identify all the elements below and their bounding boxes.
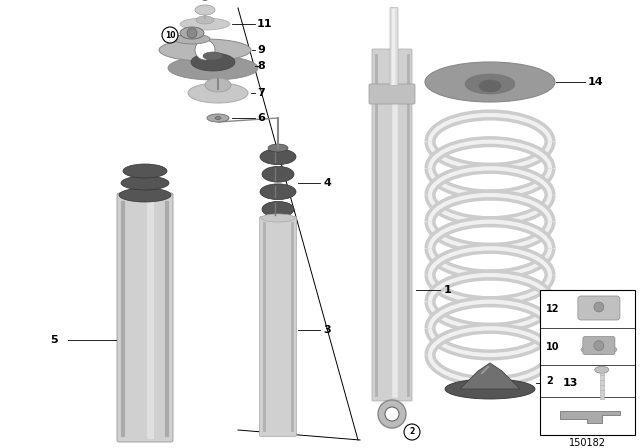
Text: 6: 6 bbox=[257, 113, 265, 123]
Ellipse shape bbox=[581, 345, 617, 354]
Circle shape bbox=[162, 27, 178, 43]
Circle shape bbox=[594, 340, 604, 350]
Ellipse shape bbox=[205, 78, 231, 92]
FancyBboxPatch shape bbox=[390, 8, 398, 86]
FancyBboxPatch shape bbox=[372, 49, 412, 401]
Ellipse shape bbox=[159, 39, 251, 61]
Circle shape bbox=[187, 28, 197, 38]
Text: 12: 12 bbox=[546, 304, 559, 314]
Ellipse shape bbox=[191, 53, 235, 71]
Text: 3: 3 bbox=[323, 325, 331, 335]
Ellipse shape bbox=[260, 149, 296, 164]
Ellipse shape bbox=[188, 83, 248, 103]
Ellipse shape bbox=[260, 184, 296, 200]
Circle shape bbox=[404, 424, 420, 440]
Text: 10: 10 bbox=[164, 30, 175, 39]
Circle shape bbox=[378, 400, 406, 428]
FancyBboxPatch shape bbox=[259, 216, 296, 436]
Ellipse shape bbox=[465, 74, 515, 94]
Ellipse shape bbox=[119, 188, 171, 202]
FancyBboxPatch shape bbox=[583, 336, 615, 354]
Text: 5: 5 bbox=[50, 335, 58, 345]
Text: 11: 11 bbox=[257, 19, 273, 29]
FancyBboxPatch shape bbox=[117, 193, 173, 442]
Text: 14: 14 bbox=[588, 77, 604, 87]
Ellipse shape bbox=[262, 201, 294, 217]
Polygon shape bbox=[560, 411, 620, 423]
Ellipse shape bbox=[425, 62, 555, 102]
Ellipse shape bbox=[123, 164, 167, 178]
FancyBboxPatch shape bbox=[578, 296, 620, 320]
Circle shape bbox=[385, 407, 399, 421]
Ellipse shape bbox=[168, 56, 258, 80]
Ellipse shape bbox=[195, 5, 215, 15]
Text: 7: 7 bbox=[257, 88, 265, 98]
Circle shape bbox=[195, 40, 215, 60]
Ellipse shape bbox=[595, 366, 609, 373]
Polygon shape bbox=[460, 363, 520, 389]
Ellipse shape bbox=[261, 214, 295, 222]
Text: 2: 2 bbox=[410, 427, 415, 436]
Ellipse shape bbox=[268, 144, 288, 152]
Ellipse shape bbox=[180, 18, 230, 30]
Ellipse shape bbox=[196, 16, 214, 24]
Text: 1: 1 bbox=[444, 285, 452, 295]
Ellipse shape bbox=[207, 114, 229, 122]
Text: 4: 4 bbox=[323, 178, 331, 188]
Text: 150182: 150182 bbox=[568, 438, 605, 448]
Bar bbox=[600, 373, 604, 399]
FancyBboxPatch shape bbox=[369, 84, 415, 104]
Bar bbox=[540, 290, 635, 435]
Text: 9: 9 bbox=[257, 45, 265, 55]
Ellipse shape bbox=[180, 27, 204, 39]
Text: 13: 13 bbox=[563, 378, 579, 388]
Ellipse shape bbox=[121, 176, 169, 190]
Ellipse shape bbox=[445, 379, 535, 399]
Ellipse shape bbox=[215, 116, 221, 120]
Text: 10: 10 bbox=[546, 341, 559, 352]
Ellipse shape bbox=[203, 52, 223, 60]
Ellipse shape bbox=[262, 166, 294, 182]
Ellipse shape bbox=[174, 34, 210, 44]
Circle shape bbox=[594, 302, 604, 312]
Ellipse shape bbox=[479, 80, 501, 92]
Text: 8: 8 bbox=[257, 61, 265, 71]
Text: 2: 2 bbox=[546, 376, 553, 386]
